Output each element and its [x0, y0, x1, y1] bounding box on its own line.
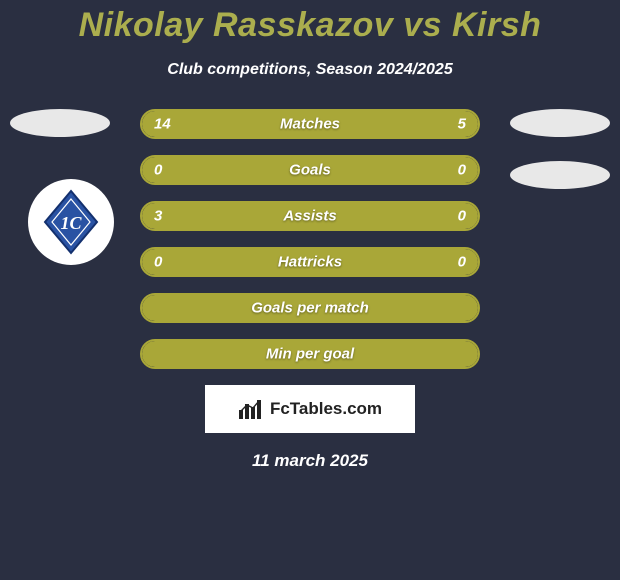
stat-row: 30Assists [140, 201, 480, 231]
player2-club-placeholder [510, 161, 610, 189]
comparison-subtitle: Club competitions, Season 2024/2025 [0, 61, 620, 79]
stat-row: 00Goals [140, 155, 480, 185]
content-area: 1C 145Matches 00Goals 30Assists 00Hattricks… [0, 109, 620, 369]
stat-row: 00Hattricks [140, 247, 480, 277]
watermark-label: FcTables.com [270, 399, 382, 419]
stat-rows: 145Matches 00Goals 30Assists 00Hattricks Goa… [140, 109, 480, 369]
snapshot-date: 11 march 2025 [0, 451, 620, 471]
comparison-title: Nikolay Rasskazov vs Kirsh [0, 0, 620, 45]
watermark-badge: FcTables.com [205, 385, 415, 433]
bars-icon [238, 398, 264, 420]
stat-row: Goals per match [140, 293, 480, 323]
stat-label: Assists [142, 208, 478, 225]
stat-label: Matches [142, 116, 478, 133]
stat-label: Goals [142, 162, 478, 179]
player2-face-placeholder [510, 109, 610, 137]
svg-text:1C: 1C [60, 213, 82, 233]
stat-label: Goals per match [142, 300, 478, 317]
stat-label: Hattricks [142, 254, 478, 271]
stat-row: Min per goal [140, 339, 480, 369]
player1-face-placeholder [10, 109, 110, 137]
club-logo-icon: 1C [42, 189, 100, 255]
stat-label: Min per goal [142, 346, 478, 363]
stat-row: 145Matches [140, 109, 480, 139]
player1-club-badge: 1C [28, 179, 114, 265]
